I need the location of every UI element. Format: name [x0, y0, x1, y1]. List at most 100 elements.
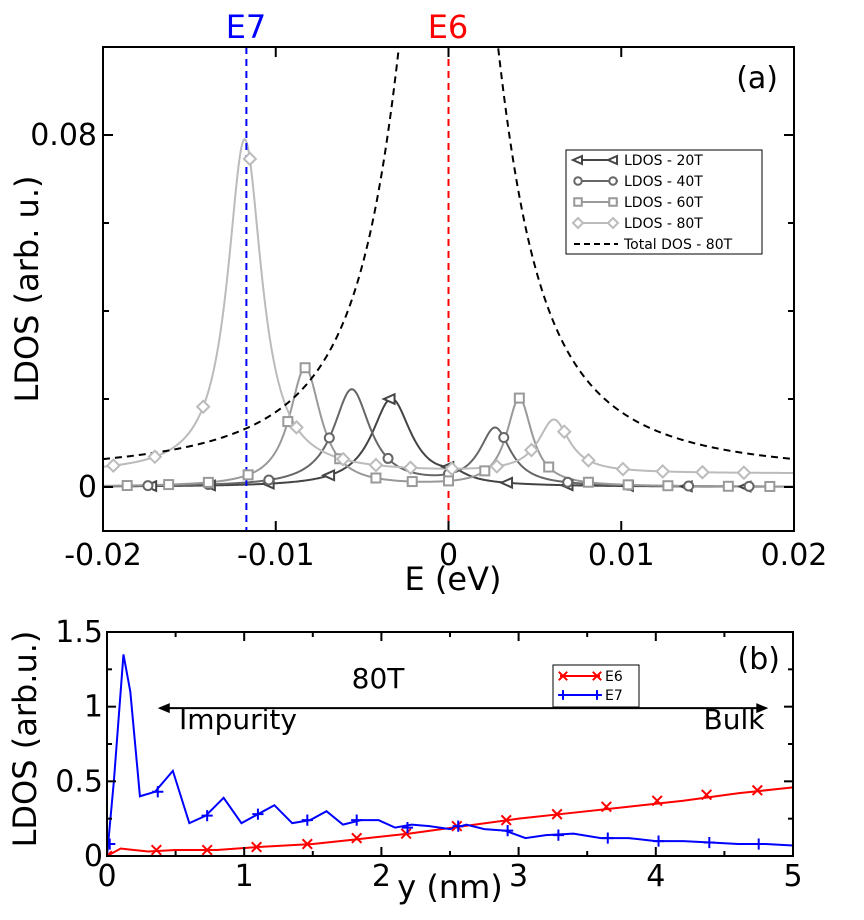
- marker-ldos-80t-8: [444, 461, 460, 477]
- arrow-head-left: [157, 703, 170, 714]
- series-line-total-dos-80t: [103, 47, 794, 461]
- y-tick-label-a-1: 0.08: [30, 118, 97, 153]
- marker-ldos-60t-1: [163, 479, 175, 491]
- y-axis-title-b: LDOS (arb.u.): [6, 631, 44, 848]
- marker-ldos-40t-3: [323, 432, 335, 444]
- marker-e7-0: [107, 838, 116, 850]
- y-tick-label-b-0: 0: [84, 839, 103, 874]
- marker-ldos-40t-7: [562, 476, 574, 488]
- marker-e7-4: [301, 814, 313, 826]
- marker-ldos-60t-7: [370, 472, 382, 484]
- x-tick-label-a-0: -0.02: [64, 538, 142, 573]
- series-line-e6: [107, 786, 793, 856]
- y-axis-title-a: LDOS (arb. u.): [8, 176, 46, 403]
- legend-a: LDOS - 20T LDOS - 40T LDOS - 60T LDOS - …: [565, 149, 763, 255]
- marker-e7-7: [452, 820, 464, 832]
- marker-ldos-40t-0: [142, 480, 154, 492]
- marker-ldos-60t-17: [764, 480, 776, 492]
- marker-ldos-40t-6: [498, 432, 510, 444]
- marker-ldos-80t-14: [655, 464, 671, 479]
- marker-e6-11: [651, 795, 663, 807]
- marker-ldos-80t-3: [242, 151, 258, 167]
- marker-e6-0: [107, 850, 113, 856]
- marker-ldos-20t-3: [320, 468, 336, 482]
- marker-ldos-60t-13: [582, 476, 594, 488]
- marker-e7-10: [602, 832, 614, 844]
- field-annotation: 80T: [352, 662, 406, 695]
- marker-ldos-60t-12: [543, 461, 555, 473]
- marker-e7-1: [152, 786, 164, 798]
- legend-label-40t: LDOS - 40T: [624, 174, 703, 190]
- marker-e7-3: [252, 808, 264, 820]
- marker-e7-12: [703, 836, 715, 849]
- x-tick-label-a-4: 0.02: [761, 538, 828, 573]
- marker-e6-12: [701, 789, 713, 801]
- marker-ldos-40t-10: [743, 480, 755, 492]
- y-tick-label-b-3: 1.5: [55, 615, 103, 650]
- marker-e6-4: [301, 838, 313, 850]
- legend-label-80t: LDOS - 80T: [624, 216, 703, 232]
- y-tick-label-b-1: 0.5: [55, 764, 103, 799]
- x-tick-label-a-3: 0.01: [588, 538, 655, 573]
- legend-marker-right-ldos-40t: [608, 176, 618, 186]
- marker-e6-2: [201, 844, 213, 856]
- impurity-bulk-arrow: [157, 703, 769, 714]
- marker-ldos-60t-9: [443, 475, 454, 487]
- marker-ldos-60t-4: [282, 416, 294, 428]
- marker-ldos-60t-16: [722, 480, 734, 492]
- legend-marker-right-e7: [592, 690, 602, 700]
- x-axis-title-b: y (nm): [397, 868, 503, 906]
- marker-ldos-80t-4: [289, 419, 304, 435]
- y-tick-label-b-2: 1: [84, 690, 103, 725]
- marker-ldos-80t-6: [368, 457, 384, 473]
- panel-label-a: (a): [736, 61, 778, 96]
- marker-e6-3: [251, 841, 263, 853]
- marker-ldos-60t-11: [513, 392, 525, 404]
- x-tick-label-b-4: 4: [646, 859, 665, 894]
- legend-b: E6 E7: [552, 664, 640, 708]
- x-tick-label-b-1: 1: [235, 859, 254, 894]
- legend-marker-left-e7: [558, 690, 568, 700]
- marker-ldos-40t-2: [263, 474, 275, 486]
- marker-e7-8: [502, 825, 514, 837]
- marker-ldos-60t-3: [242, 469, 254, 481]
- vline-label-e7: E7: [226, 8, 267, 46]
- marker-e7-2: [201, 810, 213, 822]
- marker-ldos-80t-2: [195, 399, 211, 415]
- marker-e6-6: [400, 828, 412, 840]
- x-tick-label-b-3: 3: [509, 859, 528, 894]
- marker-ldos-80t-1: [147, 449, 163, 465]
- legend-label-total-dos: Total DOS - 80T: [623, 237, 733, 253]
- legend-marker-right-ldos-20t: [605, 154, 618, 166]
- legend-marker-left-ldos-60t: [573, 197, 583, 207]
- marker-ldos-60t-10: [479, 465, 491, 477]
- legend-label-60t: LDOS - 60T: [624, 195, 703, 211]
- marker-ldos-80t-11: [556, 424, 572, 440]
- marker-ldos-80t-0: [105, 458, 121, 473]
- series-line-e7: [107, 654, 793, 856]
- legend-marker-left-ldos-20t: [570, 154, 583, 166]
- marker-e7-13: [753, 838, 765, 850]
- marker-ldos-40t-9: [683, 480, 695, 492]
- legend-marker-right-e6: [592, 671, 602, 681]
- marker-ldos-60t-15: [662, 480, 674, 492]
- marker-ldos-60t-8: [406, 476, 418, 488]
- marker-ldos-80t-5: [335, 451, 351, 467]
- marker-e6-13: [751, 784, 763, 796]
- y-tick-label-a-0: 0: [78, 470, 97, 505]
- x-tick-label-a-1: -0.01: [237, 538, 315, 573]
- panel-a: -0.02 -0.01 0 0.01 0.02 0 0.08 E7 E6 (a) E (eV…: [8, 8, 828, 598]
- marker-e7-5: [351, 814, 363, 826]
- marker-e6-8: [500, 814, 512, 826]
- legend-box-b: [552, 664, 640, 708]
- arrow-head-right: [756, 703, 769, 714]
- marker-ldos-80t-16: [736, 465, 752, 481]
- legend-marker-right-ldos-80t: [606, 216, 620, 230]
- marker-ldos-60t-14: [622, 479, 634, 491]
- legend-label-e7: E7: [605, 688, 623, 704]
- plot-frame-b: [106, 631, 794, 857]
- marker-ldos-40t-4: [382, 452, 394, 464]
- legend-marker-left-ldos-80t: [571, 216, 585, 230]
- x-axis-title-a: E (eV): [405, 560, 502, 598]
